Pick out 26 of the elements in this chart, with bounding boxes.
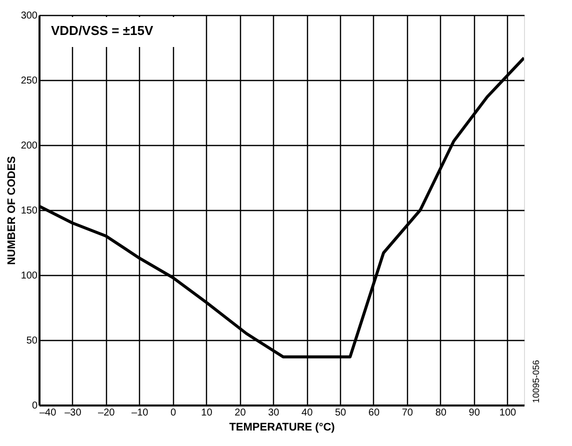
x-tick-label: 50 [334,408,347,418]
y-tick-label: 200 [20,140,38,152]
y-tick-label: 100 [20,270,38,282]
x-tick-label: 30 [268,408,280,418]
y-axis-title: NUMBER OF CODES [6,156,18,265]
x-tick-label: 90 [468,408,480,418]
y-tick-label: 250 [20,76,38,86]
x-tick-label: 40 [302,408,314,418]
x-axis-title: TEMPERATURE (°C) [229,422,336,434]
x-tick-label: 80 [435,408,447,418]
x-tick-label: 60 [368,408,380,418]
y-tick-label: 0 [32,400,38,412]
x-tick-label: –10 [132,408,149,418]
y-tick-label: 50 [26,336,38,346]
y-tick-label: 300 [20,10,38,22]
x-tick-label: –20 [98,408,116,418]
x-tick-label: 20 [234,408,246,418]
x-tick-label: 100 [499,408,517,418]
text: 10095-056 [531,360,541,403]
y-tick-label: 150 [20,206,38,216]
annotation: VDD/VSS = ±15V [51,23,154,38]
x-tick-label: 70 [402,408,414,418]
x-tick-label: 0 [170,408,177,418]
x-tick-label: –30 [64,408,82,418]
x-tick-label: –40 [40,408,57,418]
x-tick-label: 10 [201,408,213,418]
